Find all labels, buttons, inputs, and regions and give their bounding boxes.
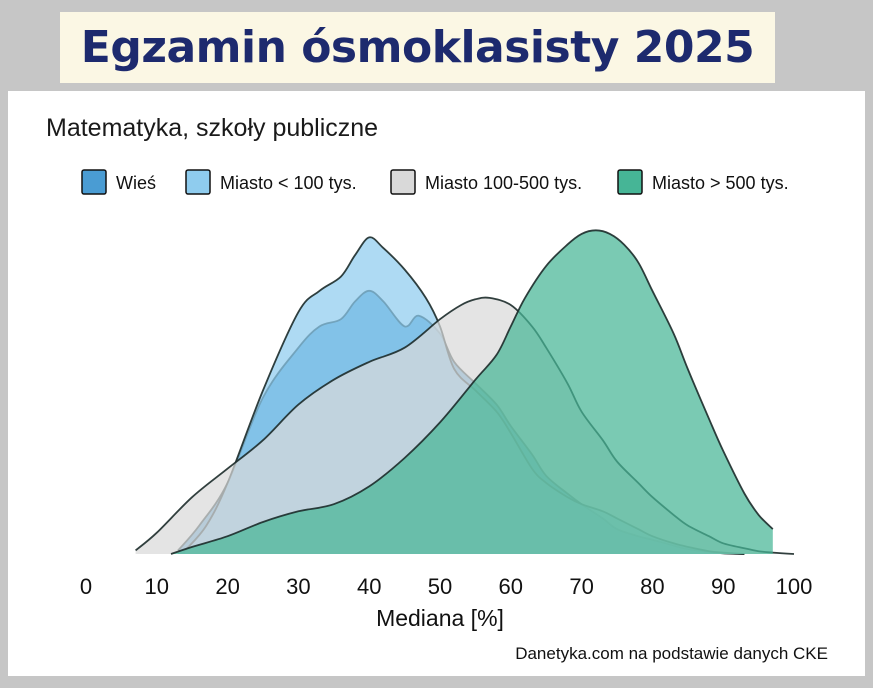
chart-subtitle: Matematyka, szkoły publiczne [46,114,378,142]
x-tick-label: 40 [357,574,381,599]
density-area-miasto-500-tys [171,230,773,555]
legend: Wieś Miasto < 100 tys. Miasto 100-500 tys.… [81,169,789,195]
legend-swatch-miasto-100-tys [185,169,211,195]
page-title: Egzamin ósmoklasisty 2025 [60,12,775,83]
density-line-miasto-500-tys [170,229,774,555]
x-tick-label: 80 [640,574,664,599]
x-tick-label: 70 [569,574,593,599]
x-tick-label: 50 [428,574,452,599]
density-areas [135,229,795,555]
legend-swatch-miasto-100-500-tys [390,169,416,195]
legend-label-miasto-100-500-tys: Miasto 100-500 tys. [425,173,582,193]
density-chart: Matematyka, szkoły publiczne Wieś Miasto … [46,114,828,663]
legend-swatch-miasto-500-tys [617,169,643,195]
x-tick-label: 60 [499,574,523,599]
legend-label-miasto-500-tys: Miasto > 500 tys. [652,173,789,193]
x-axis-label: Mediana [%] [376,605,504,631]
x-tick-label: 0 [80,574,92,599]
legend-swatch-wie [81,169,107,195]
x-tick-label: 30 [286,574,310,599]
x-tick-label: 10 [145,574,169,599]
source-note: Danetyka.com na podstawie danych CKE [515,644,828,663]
x-tick-label: 90 [711,574,735,599]
legend-label-wie: Wieś [116,173,156,193]
x-tick-label: 100 [776,574,813,599]
chart-panel: Matematyka, szkoły publiczne Wieś Miasto … [8,91,865,676]
x-tick-label: 20 [215,574,239,599]
x-axis-ticks: 0 10 20 30 40 50 60 70 80 90 100 [80,574,812,599]
legend-label-miasto-100-tys: Miasto < 100 tys. [220,173,357,193]
